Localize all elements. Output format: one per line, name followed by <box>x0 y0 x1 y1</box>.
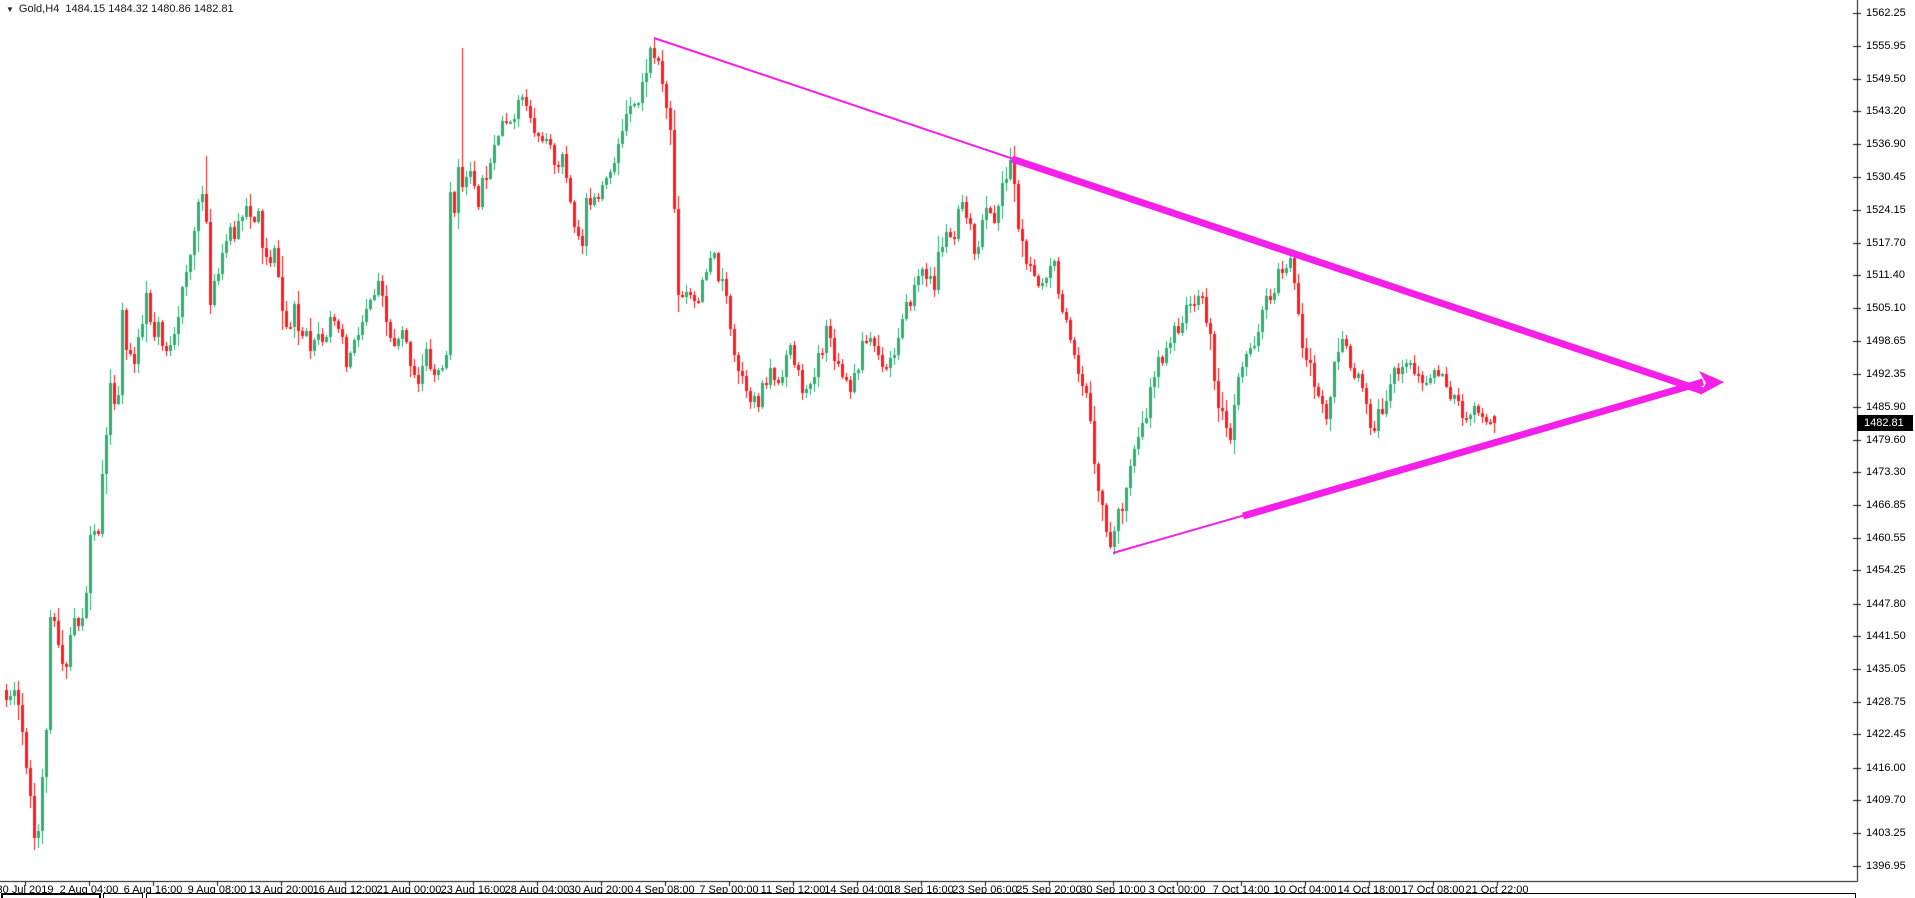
price-axis-label: 1536.90 <box>1866 137 1906 150</box>
price-axis-label: 1543.20 <box>1866 105 1906 118</box>
price-axis-label: 1403.25 <box>1866 827 1906 840</box>
chart-tab[interactable] <box>103 893 143 898</box>
price-axis-label: 1524.15 <box>1866 203 1906 216</box>
price-axis-label: 1505.10 <box>1866 301 1906 314</box>
price-axis-label: 1460.55 <box>1866 531 1906 544</box>
price-axis-label: 1549.50 <box>1866 72 1906 85</box>
price-axis-label: 1441.50 <box>1866 630 1906 643</box>
price-axis-label: 1492.35 <box>1866 367 1906 380</box>
symbol-ohlc-text: Gold,H4 1484.15 1484.32 1480.86 1482.81 <box>18 3 234 15</box>
price-axis-label: 1422.45 <box>1866 728 1906 741</box>
price-axis-label: 1454.25 <box>1866 564 1906 577</box>
current-price-badge: 1482.81 <box>1857 415 1913 431</box>
price-axis-label: 1562.25 <box>1866 7 1906 19</box>
price-axis-label: 1396.95 <box>1866 860 1906 872</box>
chart-tab-area[interactable] <box>146 893 1856 898</box>
price-axis-label: 1530.45 <box>1866 171 1906 184</box>
price-axis-label: 1428.75 <box>1866 695 1906 708</box>
price-axis-label: 1416.00 <box>1866 761 1906 774</box>
symbol-info-bar: ▼ Gold,H4 1484.15 1484.32 1480.86 1482.8… <box>6 3 234 15</box>
price-axis-label: 1473.30 <box>1866 466 1906 478</box>
price-axis-label: 1498.65 <box>1866 335 1906 348</box>
price-axis-label: 1511.40 <box>1866 269 1905 282</box>
symbol-dropdown-icon[interactable]: ▼ <box>6 4 14 14</box>
price-axis-label: 1435.05 <box>1866 663 1906 676</box>
chart-tab-active[interactable] <box>1 893 101 898</box>
price-axis-label: 1447.80 <box>1866 597 1906 610</box>
price-axis-label: 1409.70 <box>1866 794 1906 807</box>
price-axis-label: 1485.90 <box>1866 400 1906 413</box>
price-axis-label: 1555.95 <box>1866 39 1906 52</box>
price-axis-label: 1466.85 <box>1866 499 1906 512</box>
price-axis-label: 1517.70 <box>1866 236 1906 249</box>
price-axis-label: 1479.60 <box>1866 433 1906 446</box>
